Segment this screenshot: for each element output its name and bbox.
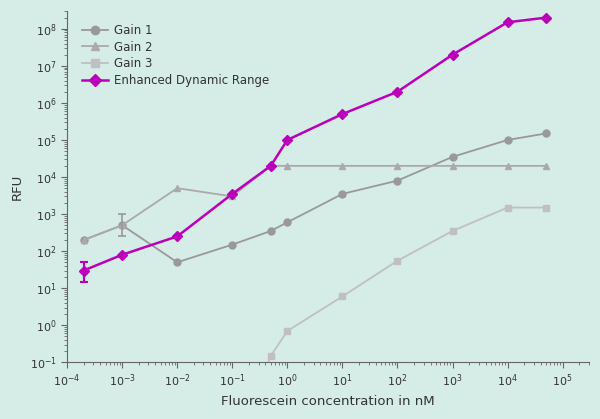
Gain 2: [284, 163, 291, 168]
Gain 2: [173, 186, 181, 191]
Enhanced Dynamic Range: [449, 52, 456, 57]
Gain 1: [229, 242, 236, 247]
Gain 1: [173, 260, 181, 265]
Gain 1: [284, 220, 291, 225]
Gain 3: [504, 205, 511, 210]
Enhanced Dynamic Range: [80, 268, 87, 273]
Gain 2: [339, 163, 346, 168]
Line: Gain 2: Gain 2: [80, 163, 550, 243]
Enhanced Dynamic Range: [284, 137, 291, 142]
Gain 1: [394, 178, 401, 183]
Enhanced Dynamic Range: [542, 15, 550, 20]
Enhanced Dynamic Range: [504, 20, 511, 25]
Line: Gain 1: Gain 1: [80, 130, 550, 266]
Y-axis label: RFU: RFU: [11, 173, 24, 200]
Gain 2: [449, 163, 456, 168]
Enhanced Dynamic Range: [267, 163, 274, 168]
Gain 2: [267, 163, 274, 168]
Gain 1: [542, 131, 550, 136]
Legend: Gain 1, Gain 2, Gain 3, Enhanced Dynamic Range: Gain 1, Gain 2, Gain 3, Enhanced Dynamic…: [78, 21, 272, 90]
Gain 3: [339, 294, 346, 299]
Gain 2: [229, 194, 236, 199]
Gain 2: [119, 223, 126, 228]
Gain 3: [394, 258, 401, 263]
Gain 3: [267, 353, 274, 358]
Gain 2: [394, 163, 401, 168]
Gain 1: [80, 238, 87, 243]
Enhanced Dynamic Range: [339, 111, 346, 116]
Enhanced Dynamic Range: [394, 89, 401, 94]
Gain 2: [80, 238, 87, 243]
Line: Enhanced Dynamic Range: Enhanced Dynamic Range: [80, 14, 550, 274]
Gain 1: [267, 228, 274, 233]
Gain 1: [449, 154, 456, 159]
Gain 1: [339, 191, 346, 197]
Gain 1: [119, 223, 126, 228]
Gain 3: [449, 228, 456, 233]
Gain 2: [542, 163, 550, 168]
X-axis label: Fluorescein concentration in nM: Fluorescein concentration in nM: [221, 395, 435, 408]
Gain 3: [284, 328, 291, 334]
Enhanced Dynamic Range: [119, 252, 126, 257]
Enhanced Dynamic Range: [173, 234, 181, 239]
Gain 3: [542, 205, 550, 210]
Line: Gain 3: Gain 3: [174, 204, 550, 419]
Gain 1: [504, 137, 511, 142]
Gain 2: [504, 163, 511, 168]
Enhanced Dynamic Range: [229, 191, 236, 197]
